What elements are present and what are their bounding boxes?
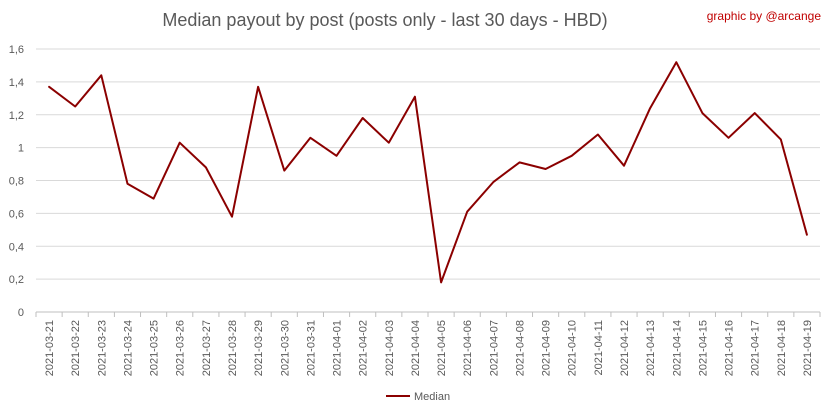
axes: [35, 311, 821, 317]
x-tick-label: 2021-04-16: [724, 320, 736, 376]
x-tick-label: 2021-04-11: [593, 320, 605, 375]
x-tick-label: 2021-03-23: [96, 320, 108, 376]
legend: Median: [386, 391, 450, 403]
y-tick-labels: 0 0,2 0,4 0,6 0,8 1 1,2 1,4 1,6: [9, 44, 24, 319]
y-tick-label: 1,2: [9, 110, 24, 122]
x-tick-label: 2021-04-04: [410, 320, 422, 376]
y-tick-label: 0,4: [9, 241, 24, 253]
x-tick-label: 2021-04-01: [332, 320, 344, 376]
x-tick-label: 2021-03-31: [305, 320, 317, 376]
x-tick-label: 2021-04-12: [619, 320, 631, 376]
x-tick-label: 2021-03-24: [122, 320, 134, 376]
y-tick-label: 0,6: [9, 208, 24, 220]
x-tick-label: 2021-03-29: [253, 320, 265, 376]
series-lines: [48, 61, 808, 284]
x-tick-label: 2021-04-06: [462, 320, 474, 376]
x-tick-label: 2021-04-07: [488, 320, 500, 376]
x-tick-label: 2021-03-25: [149, 320, 161, 376]
y-tick-label: 1: [18, 143, 24, 155]
chart-title: Median payout by post (posts only - last…: [162, 10, 608, 30]
x-tick-label: 2021-03-28: [227, 320, 239, 376]
y-tick-label: 0,2: [9, 274, 24, 286]
chart-credit: graphic by @arcange: [706, 9, 821, 23]
x-tick-label: 2021-03-27: [201, 320, 213, 376]
x-tick-label: 2021-03-30: [279, 320, 291, 376]
x-tick-label: 2021-04-13: [645, 320, 657, 376]
x-tick-label: 2021-03-22: [70, 320, 82, 376]
gridlines: [36, 48, 820, 280]
x-tick-label: 2021-04-17: [750, 320, 762, 376]
x-tick-label: 2021-03-21: [44, 320, 56, 376]
y-tick-label: 1,4: [9, 77, 24, 89]
y-tick-label: 1,6: [9, 44, 24, 56]
x-tick-label: 2021-03-26: [175, 320, 187, 376]
x-tick-label: 2021-04-19: [802, 320, 814, 376]
legend-label: Median: [414, 391, 450, 403]
x-tick-label: 2021-04-02: [358, 320, 370, 376]
x-tick-label: 2021-04-05: [436, 320, 448, 376]
y-tick-label: 0: [18, 307, 24, 319]
x-tick-label: 2021-04-09: [541, 320, 553, 376]
series-line-median: [48, 61, 808, 284]
x-tick-label: 2021-04-18: [776, 320, 788, 376]
x-tick-labels: 2021-03-21 2021-03-22 2021-03-23 2021-03-24…: [44, 320, 814, 376]
x-tick-label: 2021-04-03: [384, 320, 396, 376]
x-tick-label: 2021-04-08: [514, 320, 526, 376]
y-tick-label: 0,8: [9, 176, 24, 188]
x-tick-label: 2021-04-10: [567, 320, 579, 376]
x-tick-label: 2021-04-15: [697, 320, 709, 376]
x-tick-label: 2021-04-14: [671, 320, 683, 376]
